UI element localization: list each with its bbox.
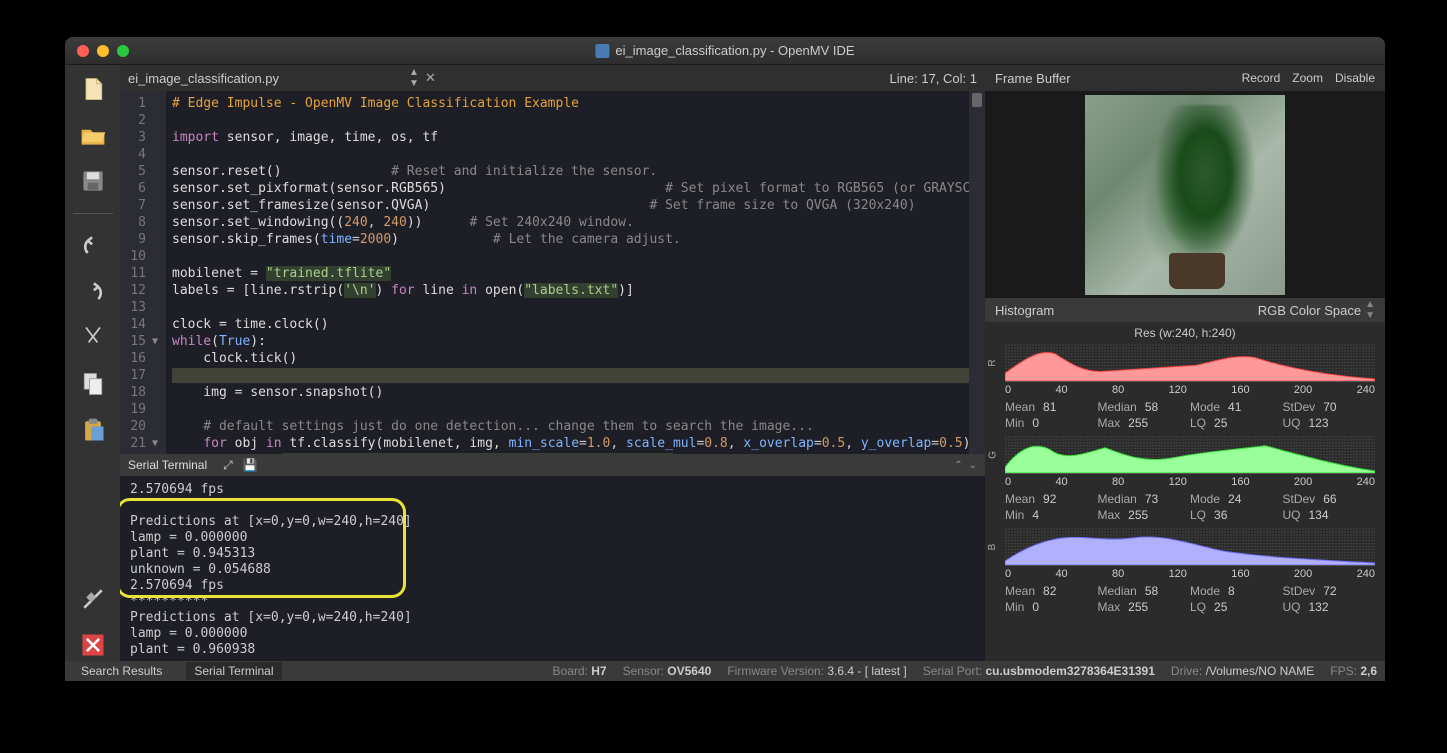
camera-preview: [1085, 95, 1285, 295]
code-content[interactable]: # Edge Impulse - OpenMV Image Classifica…: [166, 91, 969, 454]
firmware-value: 3.6.4 - [ latest ]: [827, 664, 906, 678]
redo-icon[interactable]: [77, 276, 109, 308]
minimize-window-icon[interactable]: [97, 45, 109, 57]
terminal-line: **********: [130, 594, 975, 610]
histogram-title: Histogram: [995, 303, 1054, 318]
terminal-line: plant = 0.945313: [130, 546, 975, 562]
terminal-line: plant = 0.960938: [130, 642, 975, 658]
frame-buffer-title: Frame Buffer: [995, 71, 1071, 86]
histogram-b: B 04080120160200240 Mean82 Median58 Mode…: [985, 528, 1385, 620]
main-window: ei_image_classification.py - OpenMV IDE …: [65, 37, 1385, 681]
tab-close-icon[interactable]: ✕: [425, 70, 436, 86]
code-editor[interactable]: 12345678910111213141516171819202122 ▼ ▼ …: [120, 91, 985, 454]
colorspace-dropdown-icon[interactable]: ▲▼: [1365, 299, 1375, 321]
undo-icon[interactable]: [77, 230, 109, 262]
sensor-value: OV5640: [667, 664, 711, 678]
terminal-output[interactable]: 2.570694 fps Predictions at [x=0,y=0,w=2…: [120, 476, 985, 661]
terminal-expand-icon[interactable]: ⌄: [969, 460, 977, 471]
terminal-line: 2.570694 fps: [130, 482, 975, 498]
right-panel: Frame Buffer Record Zoom Disable Histogr…: [985, 65, 1385, 661]
titlebar: ei_image_classification.py - OpenMV IDE: [65, 37, 1385, 65]
statusbar: Search Results Serial Terminal Board: H7…: [65, 661, 1385, 681]
terminal-save-icon[interactable]: 💾: [243, 458, 258, 473]
fold-gutter[interactable]: ▼ ▼: [152, 91, 166, 454]
disable-button[interactable]: Disable: [1335, 71, 1375, 85]
histogram-r: R 04080120160200240 Mean81 Median58 Mode…: [985, 344, 1385, 436]
open-folder-icon[interactable]: [77, 119, 109, 151]
terminal-line: Predictions at [x=0,y=0,w=240,h=240]: [130, 610, 975, 626]
terminal-line: lamp = 0.000000: [130, 530, 975, 546]
scrollbar[interactable]: [969, 91, 985, 454]
window-title: ei_image_classification.py - OpenMV IDE: [615, 43, 854, 58]
copy-icon[interactable]: [77, 368, 109, 400]
new-file-icon[interactable]: [77, 73, 109, 105]
maximize-window-icon[interactable]: [117, 45, 129, 57]
fps-value: 2,6: [1360, 664, 1377, 678]
tool-sidebar: [65, 65, 120, 661]
close-window-icon[interactable]: [77, 45, 89, 57]
cursor-position: Line: 17, Col: 1: [890, 71, 977, 86]
line-gutter: 12345678910111213141516171819202122: [120, 91, 152, 454]
tab-filename[interactable]: ei_image_classification.py: [128, 71, 409, 86]
frame-buffer-image: [985, 91, 1385, 298]
zoom-button[interactable]: Zoom: [1292, 71, 1323, 85]
colorspace-label[interactable]: RGB Color Space: [1258, 303, 1361, 318]
cut-icon[interactable]: [77, 322, 109, 354]
tab-dropdown-icon[interactable]: ▲▼: [409, 67, 419, 89]
serial-terminal-tab[interactable]: Serial Terminal: [186, 662, 281, 680]
terminal-line: Predictions at [x=0,y=0,w=240,h=240]: [130, 514, 975, 530]
stop-icon[interactable]: [77, 629, 109, 661]
terminal-line: lamp = 0.000000: [130, 626, 975, 642]
paste-icon[interactable]: [77, 414, 109, 446]
histogram-g: G 04080120160200240 Mean92 Median73 Mode…: [985, 436, 1385, 528]
terminal-header: Serial Terminal ⤢ 💾 ⌃ ⌄: [120, 454, 985, 476]
resolution-label: Res (w:240, h:240): [985, 322, 1385, 344]
tab-bar: ei_image_classification.py ▲▼ ✕ Line: 17…: [120, 65, 985, 91]
document-icon: [595, 44, 609, 58]
record-button[interactable]: Record: [1242, 71, 1281, 85]
terminal-line: 2.570694 fps: [130, 578, 975, 594]
terminal-zoom-icon[interactable]: ⤢: [223, 458, 233, 473]
terminal-line: [130, 498, 975, 514]
save-icon[interactable]: [77, 165, 109, 197]
terminal-collapse-icon[interactable]: ⌃: [954, 460, 962, 471]
terminal-line: unknown = 0.054688: [130, 562, 975, 578]
search-results-tab[interactable]: Search Results: [73, 662, 170, 680]
board-value: H7: [591, 664, 606, 678]
port-value: cu.usbmodem3278364E31391: [985, 664, 1154, 678]
terminal-title: Serial Terminal: [128, 458, 207, 472]
connect-icon[interactable]: [77, 583, 109, 615]
drive-value: /Volumes/NO NAME: [1206, 664, 1315, 678]
